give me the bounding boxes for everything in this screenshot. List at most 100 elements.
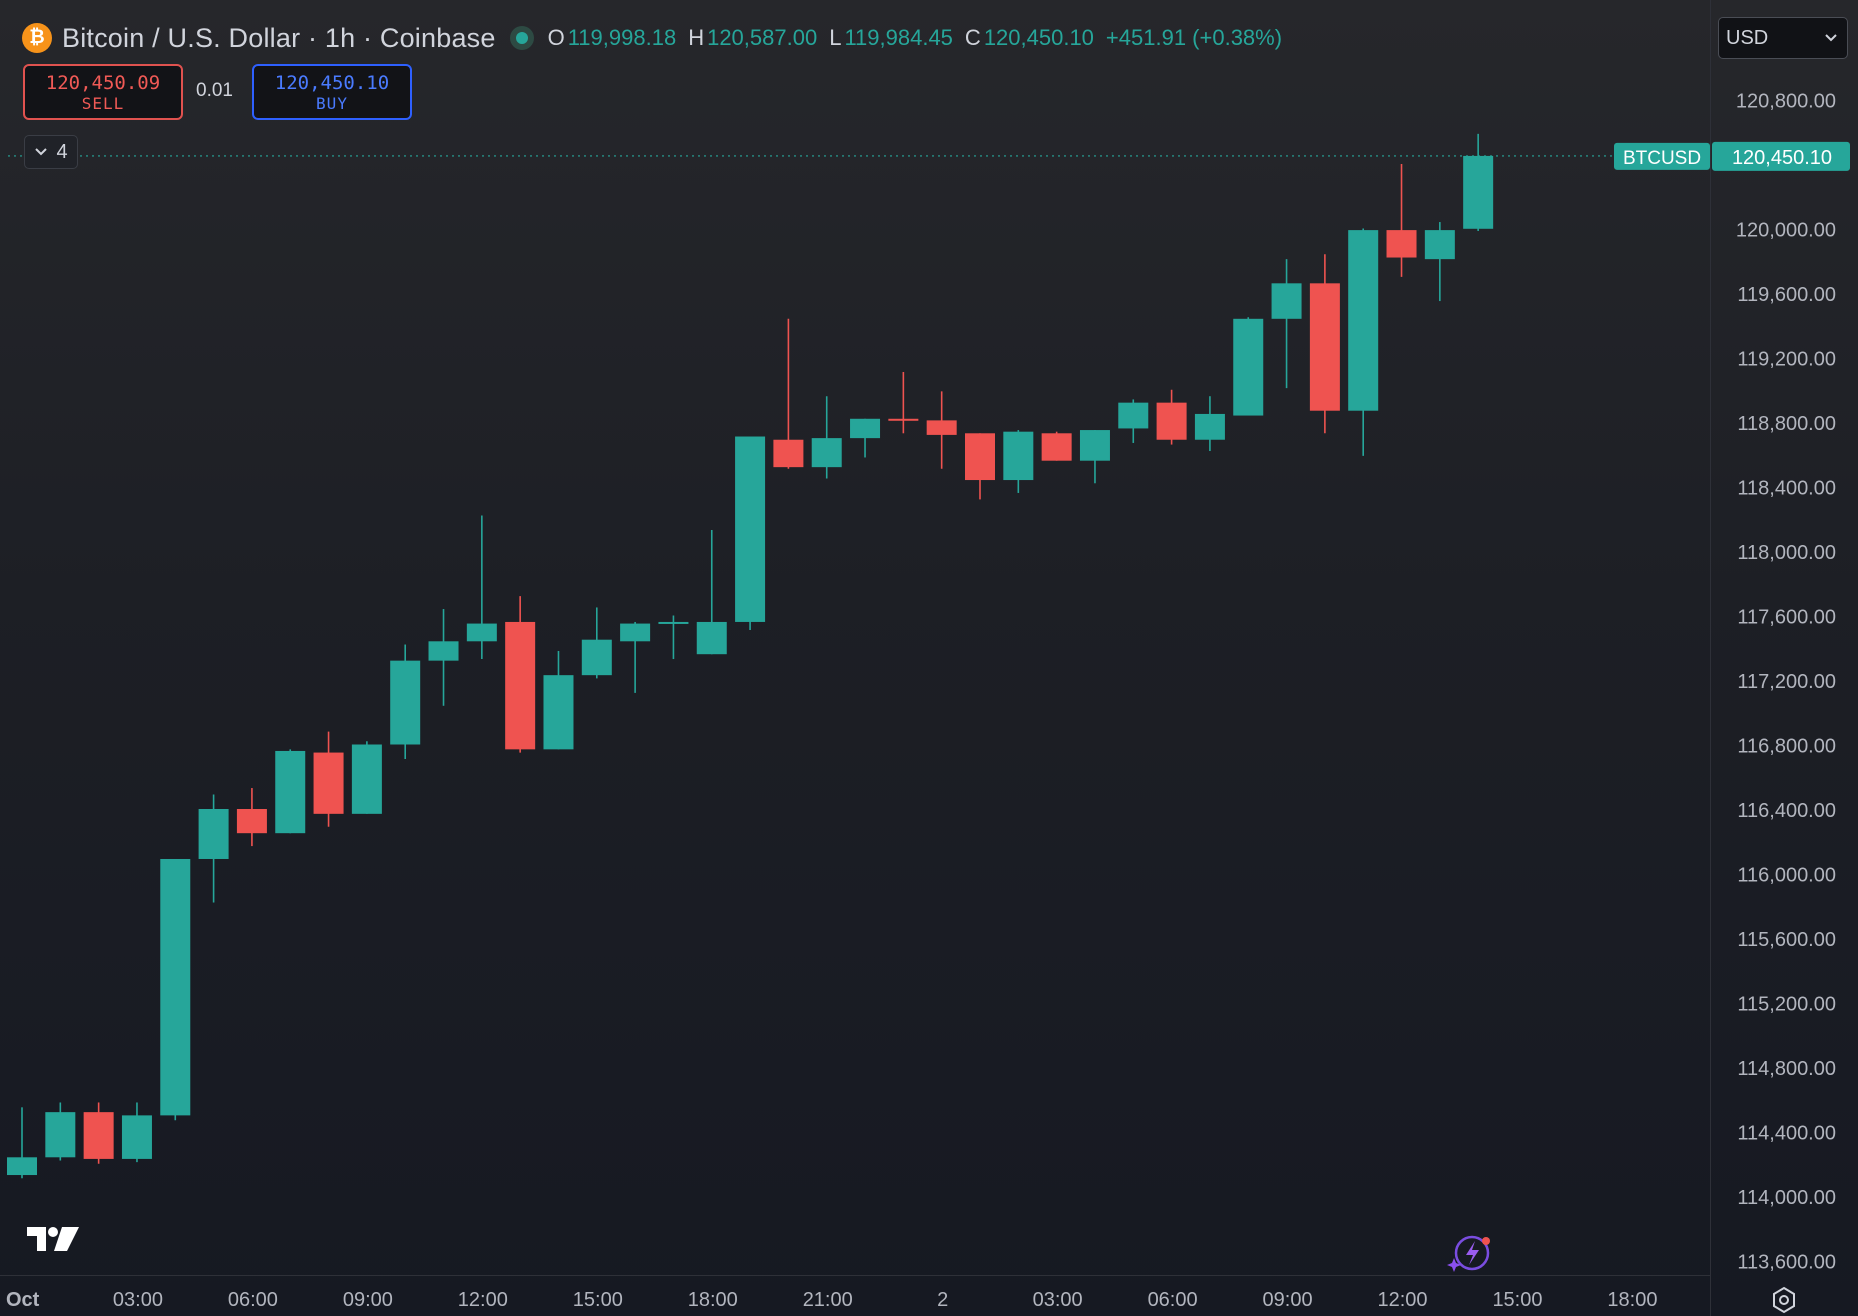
y-axis-tick-label: 114,000.00 (1737, 1187, 1836, 1209)
candle-body (466, 623, 497, 642)
candle-body (735, 436, 766, 622)
last-price-badge-text: 120,450.10 (1732, 147, 1832, 169)
sell-price: 120,450.09 (45, 71, 161, 94)
currency-select[interactable]: USD (1718, 17, 1848, 59)
bitcoin-logo-icon: ₿ (22, 23, 52, 53)
y-axis-tick-label: 119,200.00 (1737, 349, 1836, 371)
x-axis-tick-label: 18:00 (1607, 1289, 1657, 1311)
candle-body (696, 621, 727, 655)
y-axis-tick-label: 120,000.00 (1736, 220, 1836, 242)
candle-body (351, 744, 382, 814)
candle-body (811, 438, 842, 468)
sell-label: SELL (81, 93, 125, 113)
low-value: 119,984.45 (844, 25, 953, 50)
candle-body (45, 1112, 76, 1158)
candle-body (1156, 402, 1187, 440)
x-axis-tick-label: 15:00 (573, 1289, 623, 1311)
low-key: L (829, 25, 842, 50)
candle-body (1424, 230, 1455, 260)
indicators-collapse-button[interactable]: 4 (24, 135, 78, 169)
gear-icon[interactable] (1770, 1286, 1798, 1314)
currency-value: USD (1726, 26, 1769, 49)
candle-body (773, 439, 804, 468)
candle-body (1271, 283, 1302, 319)
order-quantity[interactable]: 0.01 (196, 80, 233, 101)
x-axis-tick-label: 09:00 (1263, 1289, 1313, 1311)
symbol-badge (1614, 142, 1710, 170)
symbol-title[interactable]: Bitcoin / U.S. Dollar · 1h · Coinbase (62, 22, 496, 53)
candle-body (1003, 431, 1034, 481)
high-value: 120,587.00 (707, 25, 818, 50)
candle-body (581, 639, 612, 676)
y-axis-tick-label: 114,800.00 (1737, 1058, 1836, 1080)
candle-body (1348, 230, 1379, 411)
x-axis-tick-label: 12:00 (458, 1289, 508, 1311)
y-axis-tick-label: 118,000.00 (1737, 542, 1836, 564)
x-axis-tick-label: 06:00 (228, 1289, 278, 1311)
close-value: 120,450.10 (983, 25, 1094, 50)
price-change: +451.91 (+0.38%) (1105, 25, 1283, 50)
x-axis-tick-label: 2 (937, 1289, 948, 1311)
open-key: O (547, 25, 565, 50)
high-key: H (688, 25, 705, 50)
candle-body (505, 621, 536, 750)
symbol-badge-text: BTCUSD (1623, 148, 1701, 169)
candle-body (160, 858, 191, 1116)
last-price-badge (1712, 141, 1850, 171)
candle-body (83, 1112, 114, 1159)
candle-body (850, 418, 881, 439)
x-axis-tick-label: 06:00 (1148, 1289, 1198, 1311)
ohlc-values: O 119,998.18 H 120,587.00 L 119,984.45 C 120… (548, 25, 1282, 51)
candle-body (1041, 433, 1072, 461)
candle-body (965, 433, 995, 481)
candle-body (198, 809, 229, 859)
open-value: 119,998.18 (567, 25, 677, 50)
candle-body (1118, 402, 1149, 429)
candle-body (1386, 230, 1417, 258)
y-axis-tick-label: 116,000.00 (1737, 865, 1836, 887)
y-axis-tick-label: 117,600.00 (1737, 607, 1836, 629)
x-axis-tick-label: 03:00 (113, 1289, 163, 1311)
x-axis-tick-label: Oct (6, 1289, 40, 1311)
market-live-dot-icon (509, 26, 534, 50)
x-axis-tick-label: 18:00 (688, 1289, 738, 1311)
sell-button[interactable]: 120,450.09 SELL (23, 64, 183, 120)
candle-body (1079, 430, 1110, 461)
x-axis-tick-label: 21:00 (803, 1289, 853, 1311)
candle-body (236, 809, 267, 834)
close-key: C (964, 25, 981, 50)
candle-body (1194, 413, 1225, 440)
chevron-down-icon (35, 148, 48, 156)
candle-body (658, 621, 689, 624)
tradingview-logo-icon[interactable] (27, 1224, 81, 1254)
buy-label: BUY (316, 93, 348, 113)
y-axis-tick-label: 115,600.00 (1737, 929, 1836, 951)
y-axis-tick-label: 118,400.00 (1737, 478, 1836, 500)
y-axis-tick-label: 116,400.00 (1737, 800, 1836, 822)
candle-body (1463, 155, 1494, 229)
y-axis-tick-label: 117,200.00 (1737, 671, 1836, 693)
x-axis-tick-label: 03:00 (1033, 1289, 1083, 1311)
candle-body (7, 1157, 37, 1176)
ai-assistant-icon[interactable] (1446, 1232, 1496, 1274)
time-axis-separator (0, 1275, 1710, 1276)
candle-body (428, 641, 459, 661)
y-axis-tick-label: 116,800.00 (1737, 736, 1836, 758)
y-axis-tick-label: 120,800.00 (1736, 91, 1836, 113)
candle-body (926, 420, 957, 435)
symbol-header: ₿ Bitcoin / U.S. Dollar · 1h · Coinbase … (22, 18, 1282, 58)
candle-body (390, 660, 421, 745)
x-axis-tick-label: 09:00 (343, 1289, 393, 1311)
buy-price: 120,450.10 (274, 71, 390, 94)
y-axis-tick-label: 113,600.00 (1737, 1252, 1836, 1274)
candle-body (888, 418, 919, 421)
y-axis-tick-label: 118,800.00 (1737, 413, 1836, 435)
buy-button[interactable]: 120,450.10 BUY (252, 64, 412, 120)
indicators-count: 4 (56, 140, 68, 163)
candle-body (1233, 318, 1264, 416)
candle-body (620, 623, 651, 642)
chevron-down-icon (1825, 34, 1837, 42)
candle-body (275, 750, 306, 834)
